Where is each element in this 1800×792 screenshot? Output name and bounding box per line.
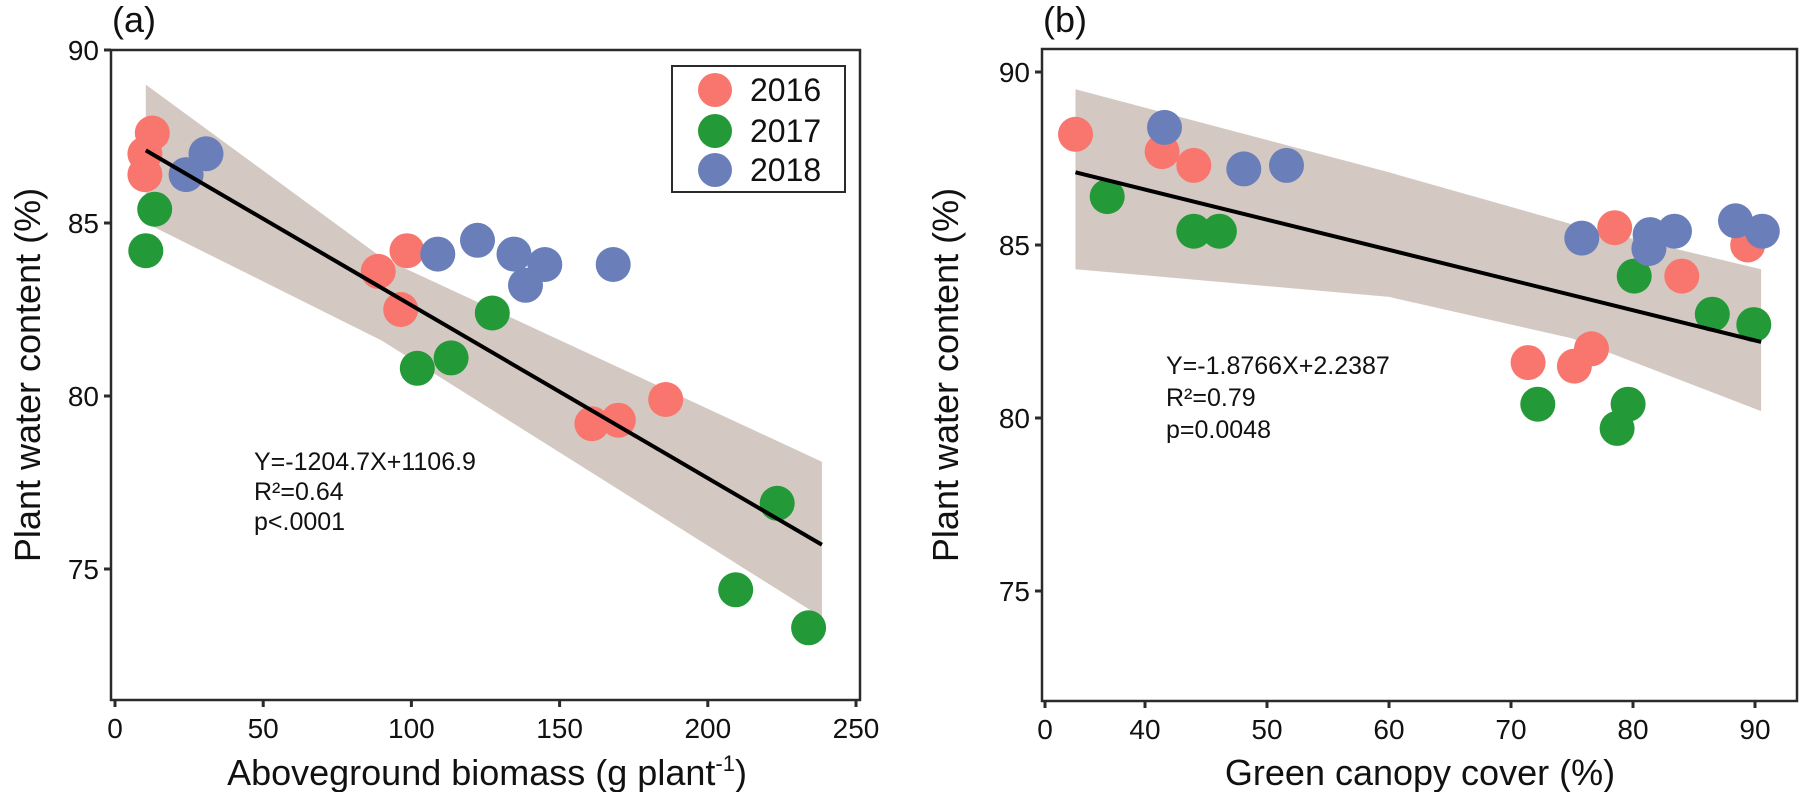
panel-b-point-2017: [1089, 179, 1125, 215]
panel-b-point-2016: [1510, 345, 1546, 381]
panel-b-x-tick-label: 60: [1373, 714, 1404, 745]
panel-a-x-tick-label: 0: [107, 713, 123, 744]
panel-b-annotation: Y=-1.8766X+2.2387 R²=0.79 p=0.0048: [1166, 352, 1390, 444]
panel-b-y-axis-title: Plant water content (%): [925, 188, 966, 562]
legend-marker-2018: [698, 153, 732, 187]
panel-b-point-2017: [1694, 296, 1730, 332]
panel-a-annotation: Y=-1204.7X+1106.9 R²=0.64 p<.0001: [254, 448, 476, 536]
panel-b-point-2017: [1616, 258, 1652, 294]
panel-a-point-2018: [420, 236, 456, 272]
panel-a-y-tick-label: 80: [68, 381, 99, 412]
panel-a-point-2018: [496, 236, 532, 272]
panel-b-y-tick-label: 90: [999, 57, 1030, 88]
panel-b-x-axis-title: Green canopy cover (%): [1225, 752, 1615, 792]
panel-b-x-tick-label: 70: [1495, 714, 1526, 745]
panel-a-point-2017: [474, 295, 510, 331]
panel-a-point-2018: [595, 247, 631, 282]
legend-marker-2017: [698, 114, 732, 148]
panel-b-point-2017: [1736, 307, 1772, 343]
panel-b-plot-frame: [1040, 47, 1799, 703]
panel-a-point-2017: [137, 191, 173, 227]
panel-a-r-squared: R²=0.64: [254, 478, 344, 506]
panel-a-x-tick-label: 150: [536, 713, 583, 744]
panel-b-point-2018: [1744, 213, 1780, 249]
panel-a-y-tick-label: 75: [68, 554, 99, 585]
panel-a-x-tick-label: 250: [833, 713, 880, 744]
panel-a-point-2017: [718, 572, 754, 608]
panel-b-x-tick-label: 90: [1739, 714, 1770, 745]
panel-a-confidence-band: [145, 84, 822, 618]
panel-b-point-2018: [1631, 231, 1667, 266]
panel-a-point-2018: [508, 267, 543, 303]
panel-a-point-2016: [383, 292, 419, 327]
panel-b: (b) 0 40 50 60 70 80 90 75 80 85 90 Green canopy …: [925, 0, 1799, 792]
panel-a-point-2017: [791, 610, 827, 646]
panel-a-point-2018: [460, 222, 495, 258]
legend-label-2017: 2017: [750, 113, 821, 149]
panel-a-equation: Y=-1204.7X+1106.9: [254, 448, 476, 476]
panel-b-y-tick-label: 85: [999, 230, 1030, 261]
panel-a-y-axis-title: Plant water content (%): [7, 188, 48, 562]
panel-b-equation: Y=-1.8766X+2.2387: [1166, 352, 1390, 380]
panel-b-point-2018: [1147, 109, 1182, 145]
legend-label-2016: 2016: [750, 72, 821, 108]
panel-b-point-2018: [1718, 203, 1753, 239]
panel-a-y-tick-label: 85: [68, 208, 99, 239]
panel-b-y-tick-label: 75: [999, 576, 1030, 607]
panel-b-x-tick-label: 80: [1617, 714, 1648, 745]
panel-a-point-2017: [128, 233, 164, 269]
panel-a-point-2016: [389, 233, 425, 269]
panel-a: (a) 0 50 100 150 200 250 75 80 85 90 Aboveground…: [7, 0, 879, 792]
panel-b-p-value: p=0.0048: [1166, 416, 1271, 444]
panel-a-point-2017: [399, 350, 435, 386]
panel-a-y-tick-label: 90: [68, 35, 99, 66]
panel-a-p-value: p<.0001: [254, 508, 345, 536]
panel-b-point-2017: [1599, 410, 1635, 446]
panel-b-r-squared: R²=0.79: [1166, 384, 1256, 412]
panel-a-point-2016: [648, 382, 684, 417]
panel-b-regression-line: [1074, 170, 1762, 344]
panel-a-regression-line: [144, 148, 823, 547]
panel-b-x-tick-label: 40: [1129, 714, 1160, 745]
panel-a-plot-frame: [109, 48, 862, 702]
panel-b-point-2016: [1176, 147, 1212, 183]
panel-b-x-tick-label: 50: [1251, 714, 1282, 745]
panel-b-point-2018: [1564, 220, 1600, 256]
panel-a-x-tick-label: 200: [684, 713, 731, 744]
panel-b-point-2017: [1176, 213, 1212, 249]
panel-a-x-tick-label: 100: [388, 713, 435, 744]
panel-a-point-2018: [188, 136, 224, 172]
panel-a-label: (a): [112, 0, 156, 40]
panel-b-point-2018: [1657, 213, 1692, 249]
panel-b-x-tick-label: 0: [1037, 714, 1053, 745]
panel-b-point-2016: [1556, 348, 1592, 384]
panel-a-point-2017: [759, 485, 795, 521]
panel-b-y-tick-label: 80: [999, 403, 1030, 434]
panel-b-point-2018: [1269, 147, 1304, 183]
panel-a-point-2017: [433, 340, 469, 376]
panel-b-point-2016: [1664, 258, 1700, 294]
legend: 2016 2017 2018: [671, 65, 846, 193]
panel-b-point-2016: [1058, 116, 1093, 152]
panel-b-point-2016: [1597, 210, 1633, 246]
panel-a-x-axis-title: Aboveground biomass (g plant-1): [227, 751, 747, 792]
panel-b-point-2017: [1520, 386, 1556, 422]
legend-marker-2016: [698, 73, 732, 107]
panel-a-x-tick-label: 50: [248, 713, 279, 744]
legend-label-2018: 2018: [750, 152, 821, 188]
panel-b-point-2018: [1226, 151, 1262, 187]
panel-b-point-2017: [1201, 213, 1237, 249]
panel-b-label: (b): [1043, 0, 1087, 40]
panel-a-point-2016: [127, 157, 163, 193]
